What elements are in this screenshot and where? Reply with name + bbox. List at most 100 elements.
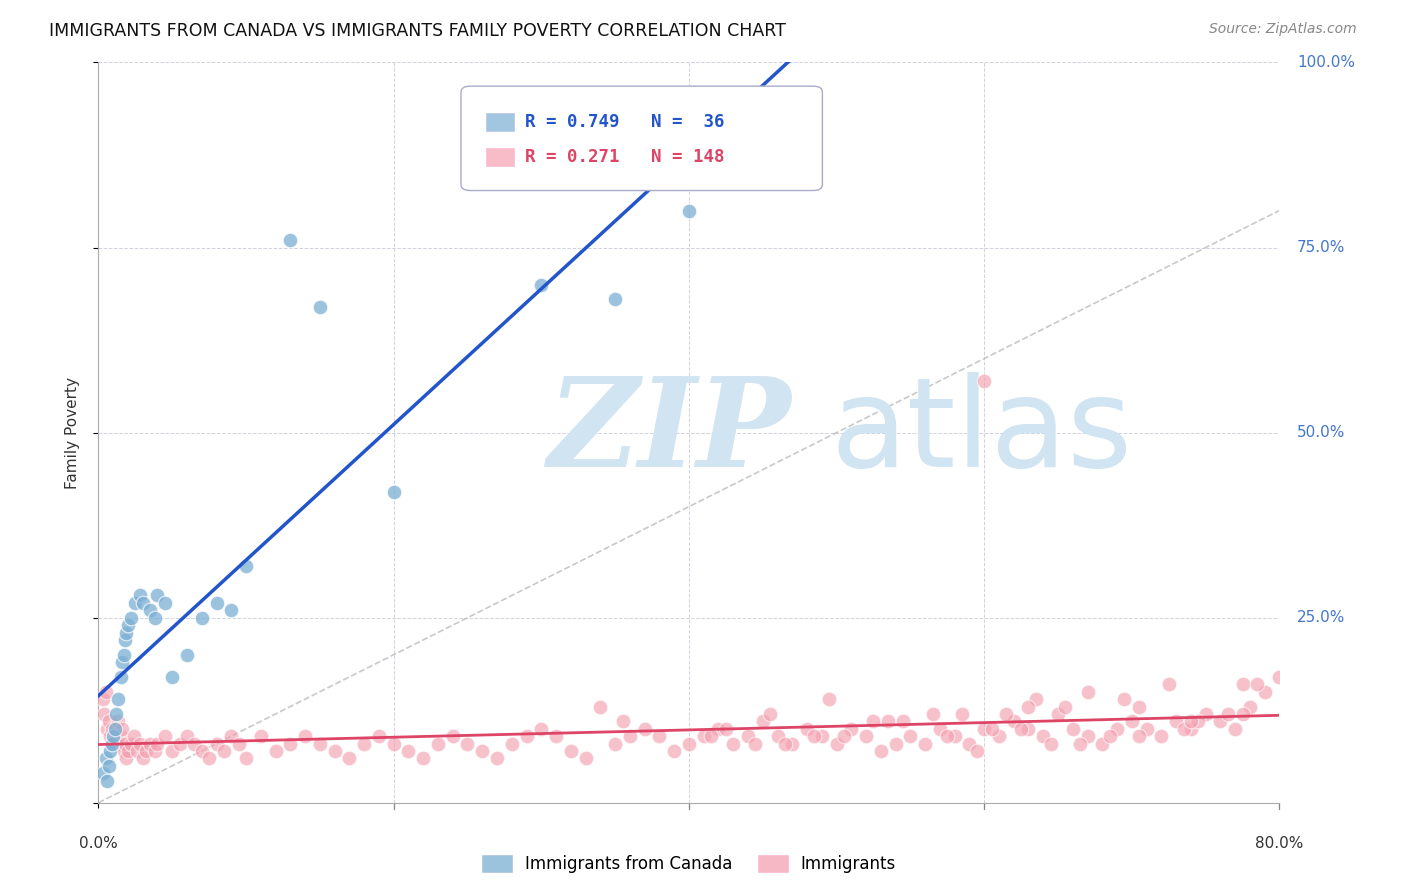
Point <box>1098 729 1121 743</box>
Point <box>995 706 1018 721</box>
Point <box>825 737 848 751</box>
Point <box>1239 699 1261 714</box>
Point <box>111 655 134 669</box>
Point <box>560 744 582 758</box>
Point <box>120 611 142 625</box>
Point <box>309 300 332 314</box>
Point <box>264 744 287 758</box>
Point <box>1195 706 1218 721</box>
Text: R = 0.271   N = 148: R = 0.271 N = 148 <box>524 148 724 166</box>
Point <box>103 737 125 751</box>
Point <box>1246 677 1268 691</box>
Point <box>1091 737 1114 751</box>
Point <box>1164 714 1187 729</box>
Text: 25.0%: 25.0% <box>1298 610 1346 625</box>
Point <box>855 729 877 743</box>
Point <box>111 722 134 736</box>
Point <box>678 737 700 751</box>
Text: ZIP: ZIP <box>547 372 792 493</box>
Point <box>744 737 766 751</box>
FancyBboxPatch shape <box>486 112 515 130</box>
Point <box>1062 722 1084 736</box>
Point <box>205 596 228 610</box>
Point <box>153 596 176 610</box>
Point <box>114 737 136 751</box>
Point <box>183 737 205 751</box>
Point <box>1157 677 1180 691</box>
FancyBboxPatch shape <box>486 148 515 166</box>
Point <box>773 737 796 751</box>
Point <box>205 737 228 751</box>
Legend: Immigrants from Canada, Immigrants: Immigrants from Canada, Immigrants <box>475 848 903 880</box>
Point <box>112 744 135 758</box>
Point <box>219 729 242 743</box>
Point <box>950 706 973 721</box>
Point <box>605 737 627 751</box>
Point <box>98 729 121 743</box>
Point <box>169 737 191 751</box>
Text: IMMIGRANTS FROM CANADA VS IMMIGRANTS FAMILY POVERTY CORRELATION CHART: IMMIGRANTS FROM CANADA VS IMMIGRANTS FAM… <box>49 22 786 40</box>
Point <box>1209 714 1232 729</box>
Point <box>162 670 183 684</box>
Point <box>574 751 596 765</box>
Point <box>382 737 405 751</box>
Point <box>1232 706 1254 721</box>
Point <box>278 233 302 247</box>
Point <box>198 751 221 765</box>
Point <box>427 737 450 751</box>
Point <box>107 692 129 706</box>
Point <box>124 596 146 610</box>
Point <box>91 766 114 780</box>
Point <box>1105 722 1128 736</box>
Point <box>212 744 235 758</box>
Point <box>693 729 716 743</box>
Point <box>973 374 995 388</box>
Point <box>936 729 959 743</box>
Point <box>648 729 671 743</box>
Text: atlas: atlas <box>831 372 1133 493</box>
Point <box>869 744 891 758</box>
Point <box>1017 722 1039 736</box>
Point <box>619 729 641 743</box>
Point <box>782 737 804 751</box>
Point <box>115 625 138 640</box>
Point <box>900 729 922 743</box>
Point <box>120 737 142 751</box>
Point <box>132 596 155 610</box>
Point <box>105 722 128 736</box>
Point <box>1032 729 1054 743</box>
Point <box>891 714 914 729</box>
Point <box>664 744 686 758</box>
Point <box>1232 677 1254 691</box>
Point <box>1010 722 1032 736</box>
Point <box>737 729 759 743</box>
Point <box>605 293 627 307</box>
Point <box>530 277 553 292</box>
Point <box>94 751 117 765</box>
Point <box>97 714 120 729</box>
Text: 75.0%: 75.0% <box>1298 240 1346 255</box>
Point <box>862 714 884 729</box>
Point <box>1039 737 1062 751</box>
Point <box>921 706 943 721</box>
Point <box>278 737 302 751</box>
Point <box>796 722 818 736</box>
Point <box>928 722 950 736</box>
Point <box>1254 685 1277 699</box>
Point <box>396 744 419 758</box>
Point <box>943 729 966 743</box>
Point <box>96 773 118 788</box>
Point <box>839 722 862 736</box>
Point <box>104 729 127 743</box>
Text: 80.0%: 80.0% <box>1256 836 1303 851</box>
Point <box>91 692 114 706</box>
Point <box>966 744 988 758</box>
Text: 0.0%: 0.0% <box>79 836 118 851</box>
Point <box>146 589 169 603</box>
Text: 50.0%: 50.0% <box>1298 425 1346 440</box>
Point <box>1223 722 1246 736</box>
Point <box>1216 706 1239 721</box>
Point <box>235 751 257 765</box>
Point <box>96 722 118 736</box>
Point <box>1025 692 1047 706</box>
